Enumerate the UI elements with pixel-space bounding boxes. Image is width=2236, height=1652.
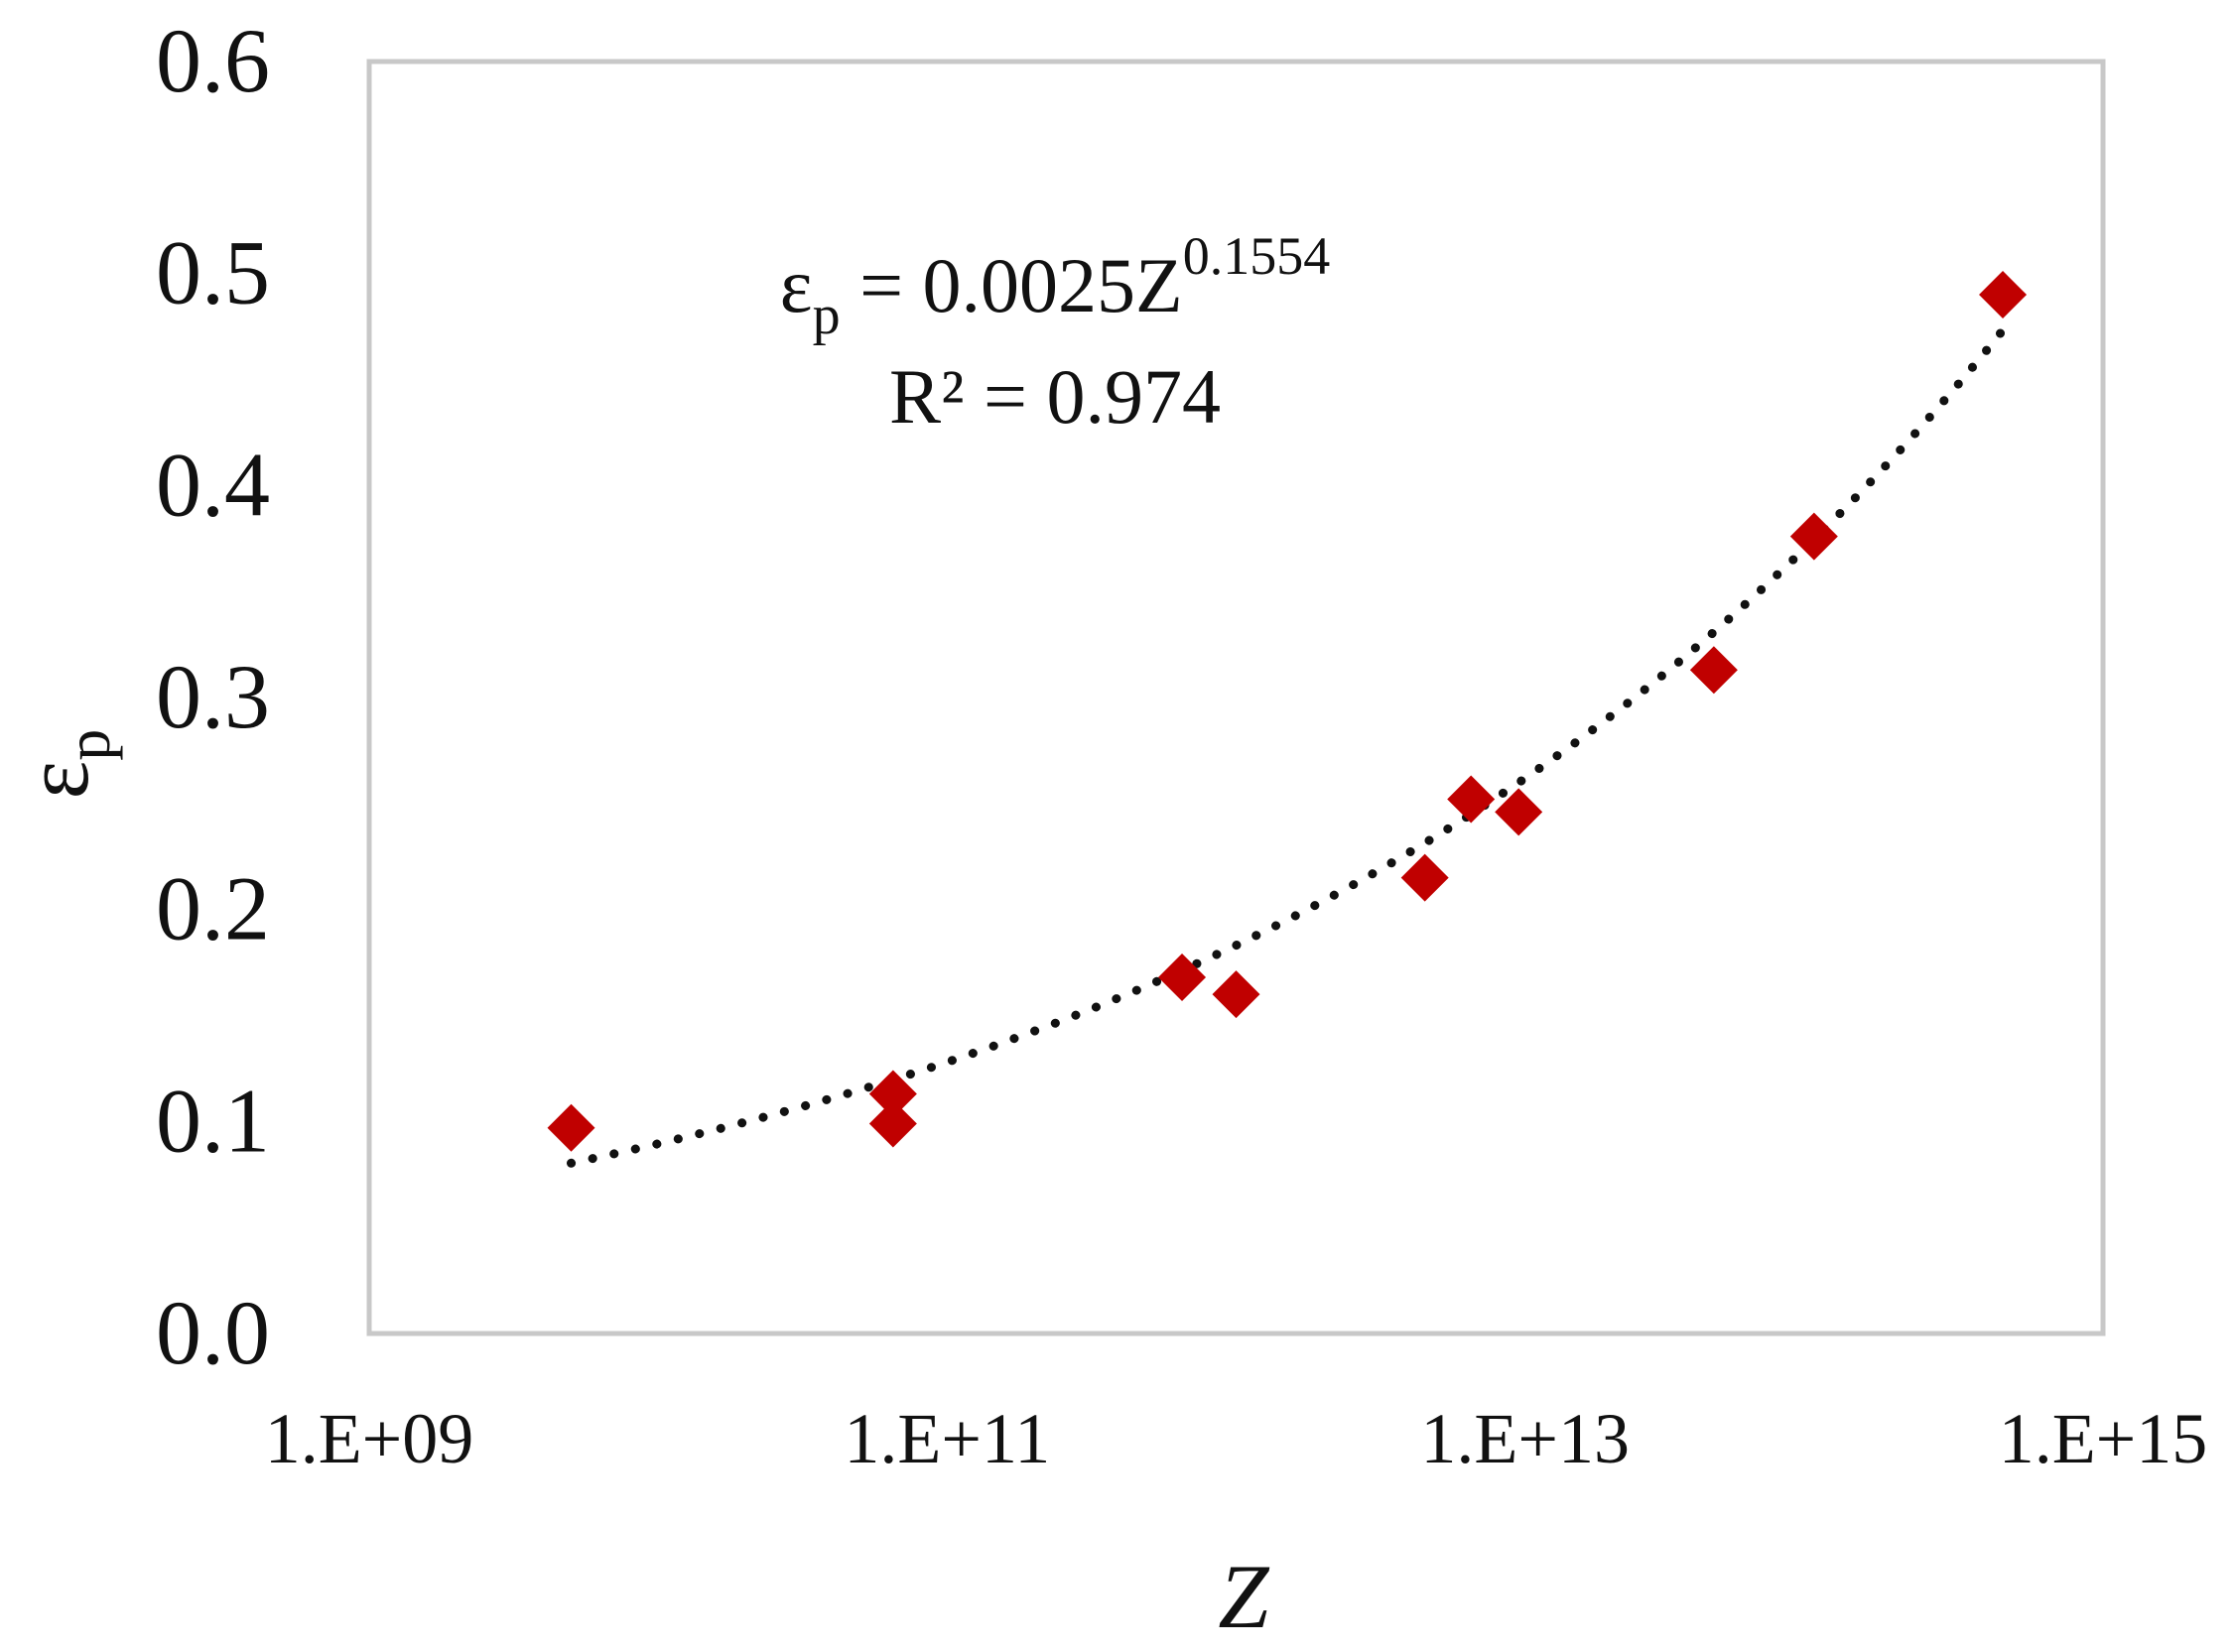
- y-tick-label: 0.4: [156, 434, 270, 535]
- y-axis-title-sub: p: [53, 729, 123, 761]
- plot-area: [366, 59, 2106, 1336]
- data-point: [1495, 788, 1543, 836]
- y-tick-labels: 0.0 0.1 0.2 0.3 0.4 0.5 0.6: [156, 10, 270, 1383]
- data-point: [1158, 953, 1207, 1002]
- data-point: [1400, 853, 1449, 902]
- r-squared: R² = 0.974: [889, 353, 1221, 440]
- x-tick-label: 1.E+11: [844, 1399, 1050, 1478]
- equation-lhs: ε: [780, 242, 813, 328]
- data-points: [547, 271, 2028, 1152]
- y-tick-label: 0.5: [156, 222, 270, 323]
- y-tick-label: 0.3: [156, 646, 270, 747]
- data-point: [868, 1099, 917, 1148]
- y-tick-label: 0.6: [156, 10, 270, 111]
- data-point: [1979, 271, 2028, 319]
- data-point: [1212, 970, 1260, 1019]
- x-axis-title: Z: [1218, 1546, 1269, 1647]
- x-tick-label: 1.E+09: [265, 1399, 474, 1478]
- data-point: [868, 1070, 917, 1118]
- x-tick-label: 1.E+13: [1420, 1399, 1630, 1478]
- y-tick-label: 0.0: [156, 1282, 270, 1383]
- data-point: [1789, 512, 1838, 561]
- trendline-path: [567, 325, 2008, 1168]
- equation-exponent: 0.1554: [1183, 226, 1331, 286]
- x-tick-labels: 1.E+09 1.E+11 1.E+13 1.E+15: [265, 1399, 2208, 1478]
- trendline-equation: εp = 0.0025Z0.1554: [780, 226, 1330, 346]
- equation-mid: = 0.0025Z: [841, 242, 1183, 328]
- trendline: [567, 325, 2008, 1168]
- data-point: [547, 1103, 595, 1152]
- y-axis-title-main: ε: [6, 761, 107, 800]
- data-point: [1689, 646, 1738, 695]
- equation-lhs-sub: p: [813, 285, 841, 346]
- y-tick-label: 0.1: [156, 1070, 270, 1171]
- y-tick-label: 0.2: [156, 858, 270, 959]
- data-point: [1447, 775, 1496, 824]
- x-tick-label: 1.E+15: [1999, 1399, 2208, 1478]
- y-axis-title: εp: [6, 729, 123, 800]
